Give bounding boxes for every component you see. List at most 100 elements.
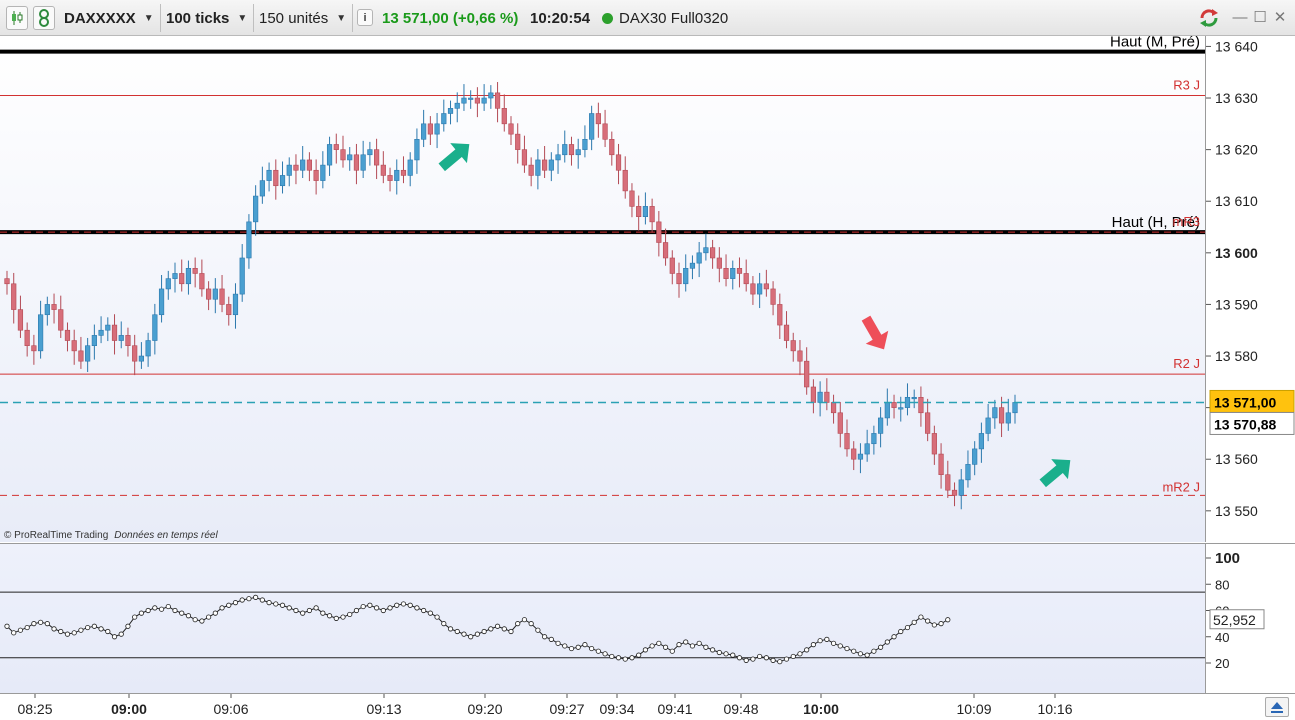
- candle-body: [353, 154, 360, 171]
- indicator-point: [367, 602, 373, 608]
- indicator-point: [293, 607, 299, 614]
- indicator-point: [468, 634, 474, 640]
- trend-arrow-shape: [861, 315, 889, 350]
- interval-selector[interactable]: 100 ticks ▼: [160, 4, 255, 32]
- candle-body: [676, 273, 682, 285]
- candle-body: [830, 402, 837, 414]
- price-axis[interactable]: 13 640 13 630 13 620 13 610 13 600 13 590 13 5…: [1205, 36, 1295, 542]
- units-selector[interactable]: 150 unités ▼: [253, 4, 354, 32]
- indicator-point: [790, 653, 796, 660]
- indicator-point: [179, 610, 185, 616]
- time-axis-svg: 08:25 09:00 09:06 09:13 09:20 09:27 09:34 09:41…: [17, 694, 1073, 717]
- indicator-point: [736, 655, 743, 661]
- candle-body: [326, 144, 333, 166]
- candle-body: [898, 407, 904, 410]
- candlestick-chart-icon[interactable]: [6, 6, 28, 30]
- candle-body: [421, 123, 427, 140]
- indicator-point: [4, 623, 10, 629]
- candle-body: [770, 288, 776, 305]
- indicator-point: [683, 639, 689, 645]
- maximize-icon[interactable]: ☐: [1253, 9, 1267, 26]
- indicator-point: [279, 602, 286, 608]
- price-chart[interactable]: Haut (M, Pré) R3 J Haut (H, Pré) mR3 R2 J mR2…: [0, 34, 1205, 542]
- indicator-point: [78, 627, 84, 633]
- candle-body: [441, 113, 447, 125]
- chart-toolbar: DAXXXXX ▼ 100 ticks ▼ 150 unités ▼ i 13 …: [0, 0, 1295, 36]
- candle-body: [931, 433, 937, 455]
- candle-body: [736, 268, 743, 274]
- indicator-point: [373, 605, 380, 611]
- candle-body: [837, 412, 843, 434]
- candle-body: [4, 278, 10, 285]
- indicator-point: [817, 638, 823, 644]
- indicator-point: [414, 605, 420, 611]
- price-tick-label: 13 580: [1215, 348, 1258, 364]
- indicator-point: [810, 642, 817, 648]
- info-icon[interactable]: i: [357, 9, 373, 26]
- indicator-point: [427, 610, 433, 616]
- indicator-chart-svg: [0, 591, 1205, 665]
- candle-body: [562, 144, 568, 156]
- candle-body: [642, 206, 648, 218]
- indicator-point: [528, 621, 534, 627]
- indicator-point: [931, 622, 937, 628]
- symbol-selector[interactable]: DAXXXXX ▼: [58, 4, 161, 32]
- level-label: mR3: [1173, 214, 1200, 229]
- candle-body: [938, 453, 944, 475]
- indicator-point: [757, 653, 763, 660]
- indicator-point: [239, 597, 245, 603]
- candle-body: [185, 268, 192, 285]
- candle-body: [360, 154, 366, 171]
- candle-body: [158, 288, 165, 316]
- candle-body: [683, 268, 689, 285]
- indicator-point: [602, 651, 608, 657]
- refresh-icon[interactable]: [1196, 6, 1222, 30]
- scroll-up-icon[interactable]: [1265, 697, 1289, 717]
- indicator-point: [394, 602, 400, 608]
- candle-body: [212, 288, 218, 300]
- candle-body: [461, 97, 467, 104]
- indicator-point: [253, 594, 259, 600]
- candle-body: [877, 417, 884, 434]
- time-axis[interactable]: 08:25 09:00 09:06 09:13 09:20 09:27 09:34 09:41…: [0, 693, 1295, 720]
- indicator-point: [629, 655, 635, 661]
- indicator-point: [165, 603, 171, 610]
- indicator-point: [158, 606, 165, 612]
- indicator-point: [562, 643, 568, 649]
- indicator-point: [508, 628, 514, 635]
- indicator-point: [709, 647, 716, 653]
- candle-body: [300, 159, 306, 171]
- indicator-point: [837, 643, 843, 649]
- candle-body: [662, 242, 669, 259]
- candle-body: [494, 92, 501, 109]
- candle-body: [857, 453, 864, 460]
- indicator-chart[interactable]: [0, 543, 1205, 693]
- candle-body: [118, 335, 124, 341]
- candle-body: [51, 304, 57, 310]
- indicator-point: [548, 636, 554, 642]
- candle-body: [192, 268, 198, 274]
- chevron-down-icon: ▼: [143, 12, 154, 24]
- indicator-axis[interactable]: 1008060402052,952: [1205, 543, 1295, 693]
- close-icon[interactable]: ✕: [1273, 9, 1287, 26]
- indicator-point: [696, 640, 702, 646]
- indicator-point: [421, 607, 427, 614]
- candle-body: [978, 433, 984, 450]
- candle-body: [810, 386, 816, 403]
- feed-label: DAX30 Full0320: [619, 9, 729, 27]
- candle-body: [696, 252, 702, 264]
- status-dot-icon: [602, 12, 613, 24]
- level-label: Haut (H, Pré): [1112, 214, 1200, 231]
- indicator-point: [37, 619, 44, 625]
- minimize-icon[interactable]: —: [1232, 8, 1248, 26]
- price-tick-label: 13 620: [1215, 142, 1258, 158]
- candle-body: [105, 324, 111, 331]
- candle-body: [71, 340, 77, 352]
- credits-note: Données en temps réel: [114, 530, 218, 541]
- indicator-point: [938, 621, 944, 627]
- indicator-point: [568, 645, 575, 652]
- candle-body: [709, 247, 716, 259]
- indicator-point: [85, 624, 91, 631]
- candle-body: [64, 329, 71, 341]
- link-chain-icon[interactable]: [33, 6, 55, 30]
